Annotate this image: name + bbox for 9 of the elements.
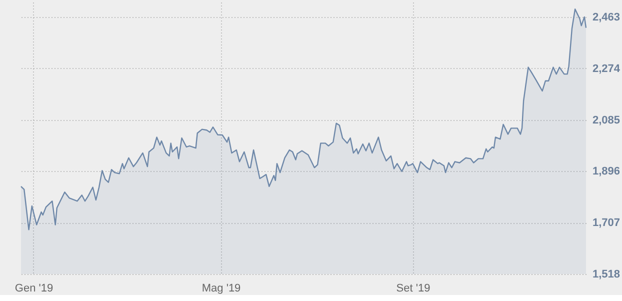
y-tick-label: 1,518 <box>592 268 620 280</box>
x-tick-label: Set '19 <box>396 282 430 294</box>
y-tick-label: 1,896 <box>592 166 620 178</box>
y-tick-label: 1,707 <box>592 217 620 230</box>
y-tick-label: 2,463 <box>592 11 620 24</box>
x-tick-label: Gen '19 <box>14 282 54 294</box>
x-tick-label: Mag '19 <box>202 282 241 294</box>
y-tick-label: 2,274 <box>592 62 621 75</box>
y-tick-label: 2,085 <box>592 114 620 126</box>
